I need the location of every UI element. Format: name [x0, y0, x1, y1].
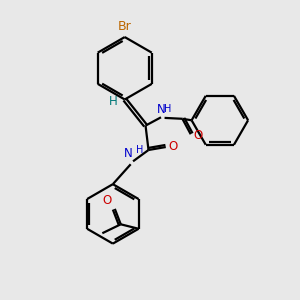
Text: Br: Br	[118, 20, 132, 34]
Text: O: O	[168, 140, 177, 153]
Text: H: H	[109, 95, 118, 108]
Text: N: N	[124, 147, 133, 160]
Text: H: H	[136, 145, 143, 155]
Text: H: H	[164, 104, 171, 114]
Text: O: O	[102, 194, 111, 207]
Text: O: O	[194, 129, 203, 142]
Text: N: N	[157, 103, 165, 116]
